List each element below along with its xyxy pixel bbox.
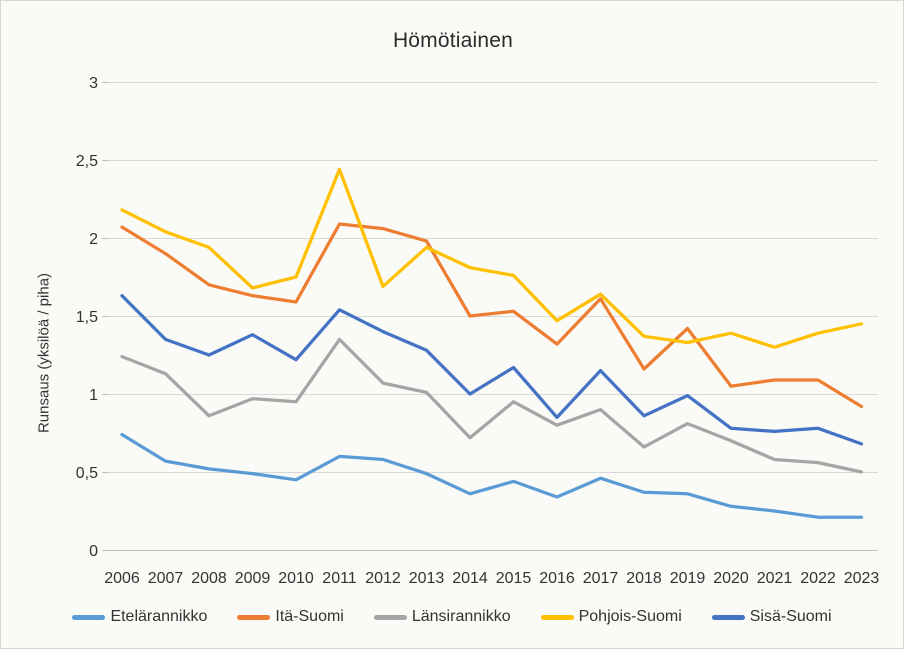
y-tick-label: 3 bbox=[89, 75, 98, 92]
legend-line-marker bbox=[711, 614, 745, 620]
y-axis-title: Runsaus (yksilöä / piha) bbox=[35, 272, 53, 434]
legend-label: Etelärannikko bbox=[110, 608, 208, 625]
legend-line-marker bbox=[373, 614, 407, 620]
y-tick-label: 0,5 bbox=[76, 465, 98, 482]
x-tick-label: 2023 bbox=[844, 570, 880, 587]
y-tick-label: 1 bbox=[89, 387, 98, 404]
x-tick-label: 2019 bbox=[670, 570, 706, 587]
x-tick-label: 2010 bbox=[278, 570, 314, 587]
x-tick-label: 2018 bbox=[626, 570, 662, 587]
x-tick-label: 2014 bbox=[452, 570, 488, 587]
legend-item-sis-suomi: Sisä-Suomi bbox=[711, 608, 832, 626]
legend: Etelärannikko Itä-Suomi Länsirannikko Pohjo… bbox=[1, 608, 903, 626]
legend-line-marker bbox=[72, 614, 106, 620]
y-tick-label: 2,5 bbox=[76, 153, 98, 170]
series-line-etel-rannikko bbox=[120, 432, 864, 519]
y-tick-label: 0 bbox=[89, 543, 98, 560]
x-tick-label: 2022 bbox=[800, 570, 836, 587]
x-tick-label: 2021 bbox=[757, 570, 793, 587]
legend-item-pohjois-suomi: Pohjois-Suomi bbox=[540, 608, 682, 626]
series-line-pohjois-suomi bbox=[120, 167, 864, 349]
x-tick-label: 2011 bbox=[322, 570, 357, 587]
series-line-sis-suomi bbox=[120, 294, 864, 446]
legend-item-l-nsirannikko: Länsirannikko bbox=[373, 608, 511, 626]
legend-label: Sisä-Suomi bbox=[749, 608, 832, 625]
x-tick-label: 2015 bbox=[496, 570, 532, 587]
x-tick-label: 2016 bbox=[539, 570, 575, 587]
legend-line-marker bbox=[237, 614, 271, 620]
series-line-it-suomi bbox=[120, 222, 864, 409]
legend-label: Länsirannikko bbox=[411, 608, 511, 625]
x-tick-label: 2013 bbox=[409, 570, 445, 587]
chart-title: Hömötiainen bbox=[392, 29, 514, 52]
x-tick-label: 2012 bbox=[365, 570, 401, 587]
x-tick-label: 2008 bbox=[191, 570, 227, 587]
legend-label: Pohjois-Suomi bbox=[578, 608, 682, 625]
x-tick-label: 2006 bbox=[104, 570, 140, 587]
legend-item-it-suomi: Itä-Suomi bbox=[237, 608, 344, 626]
series-line-l-nsirannikko bbox=[120, 337, 864, 474]
y-tick-label: 1,5 bbox=[76, 309, 98, 326]
legend-label: Itä-Suomi bbox=[275, 608, 344, 625]
legend-line-marker bbox=[540, 614, 574, 620]
x-tick-label: 2007 bbox=[148, 570, 184, 587]
x-tick-label: 2017 bbox=[583, 570, 619, 587]
legend-item-etel-rannikko: Etelärannikko bbox=[72, 608, 207, 626]
y-tick-label: 2 bbox=[89, 231, 98, 248]
x-tick-label: 2020 bbox=[713, 570, 749, 587]
x-tick-label: 2009 bbox=[235, 570, 271, 587]
